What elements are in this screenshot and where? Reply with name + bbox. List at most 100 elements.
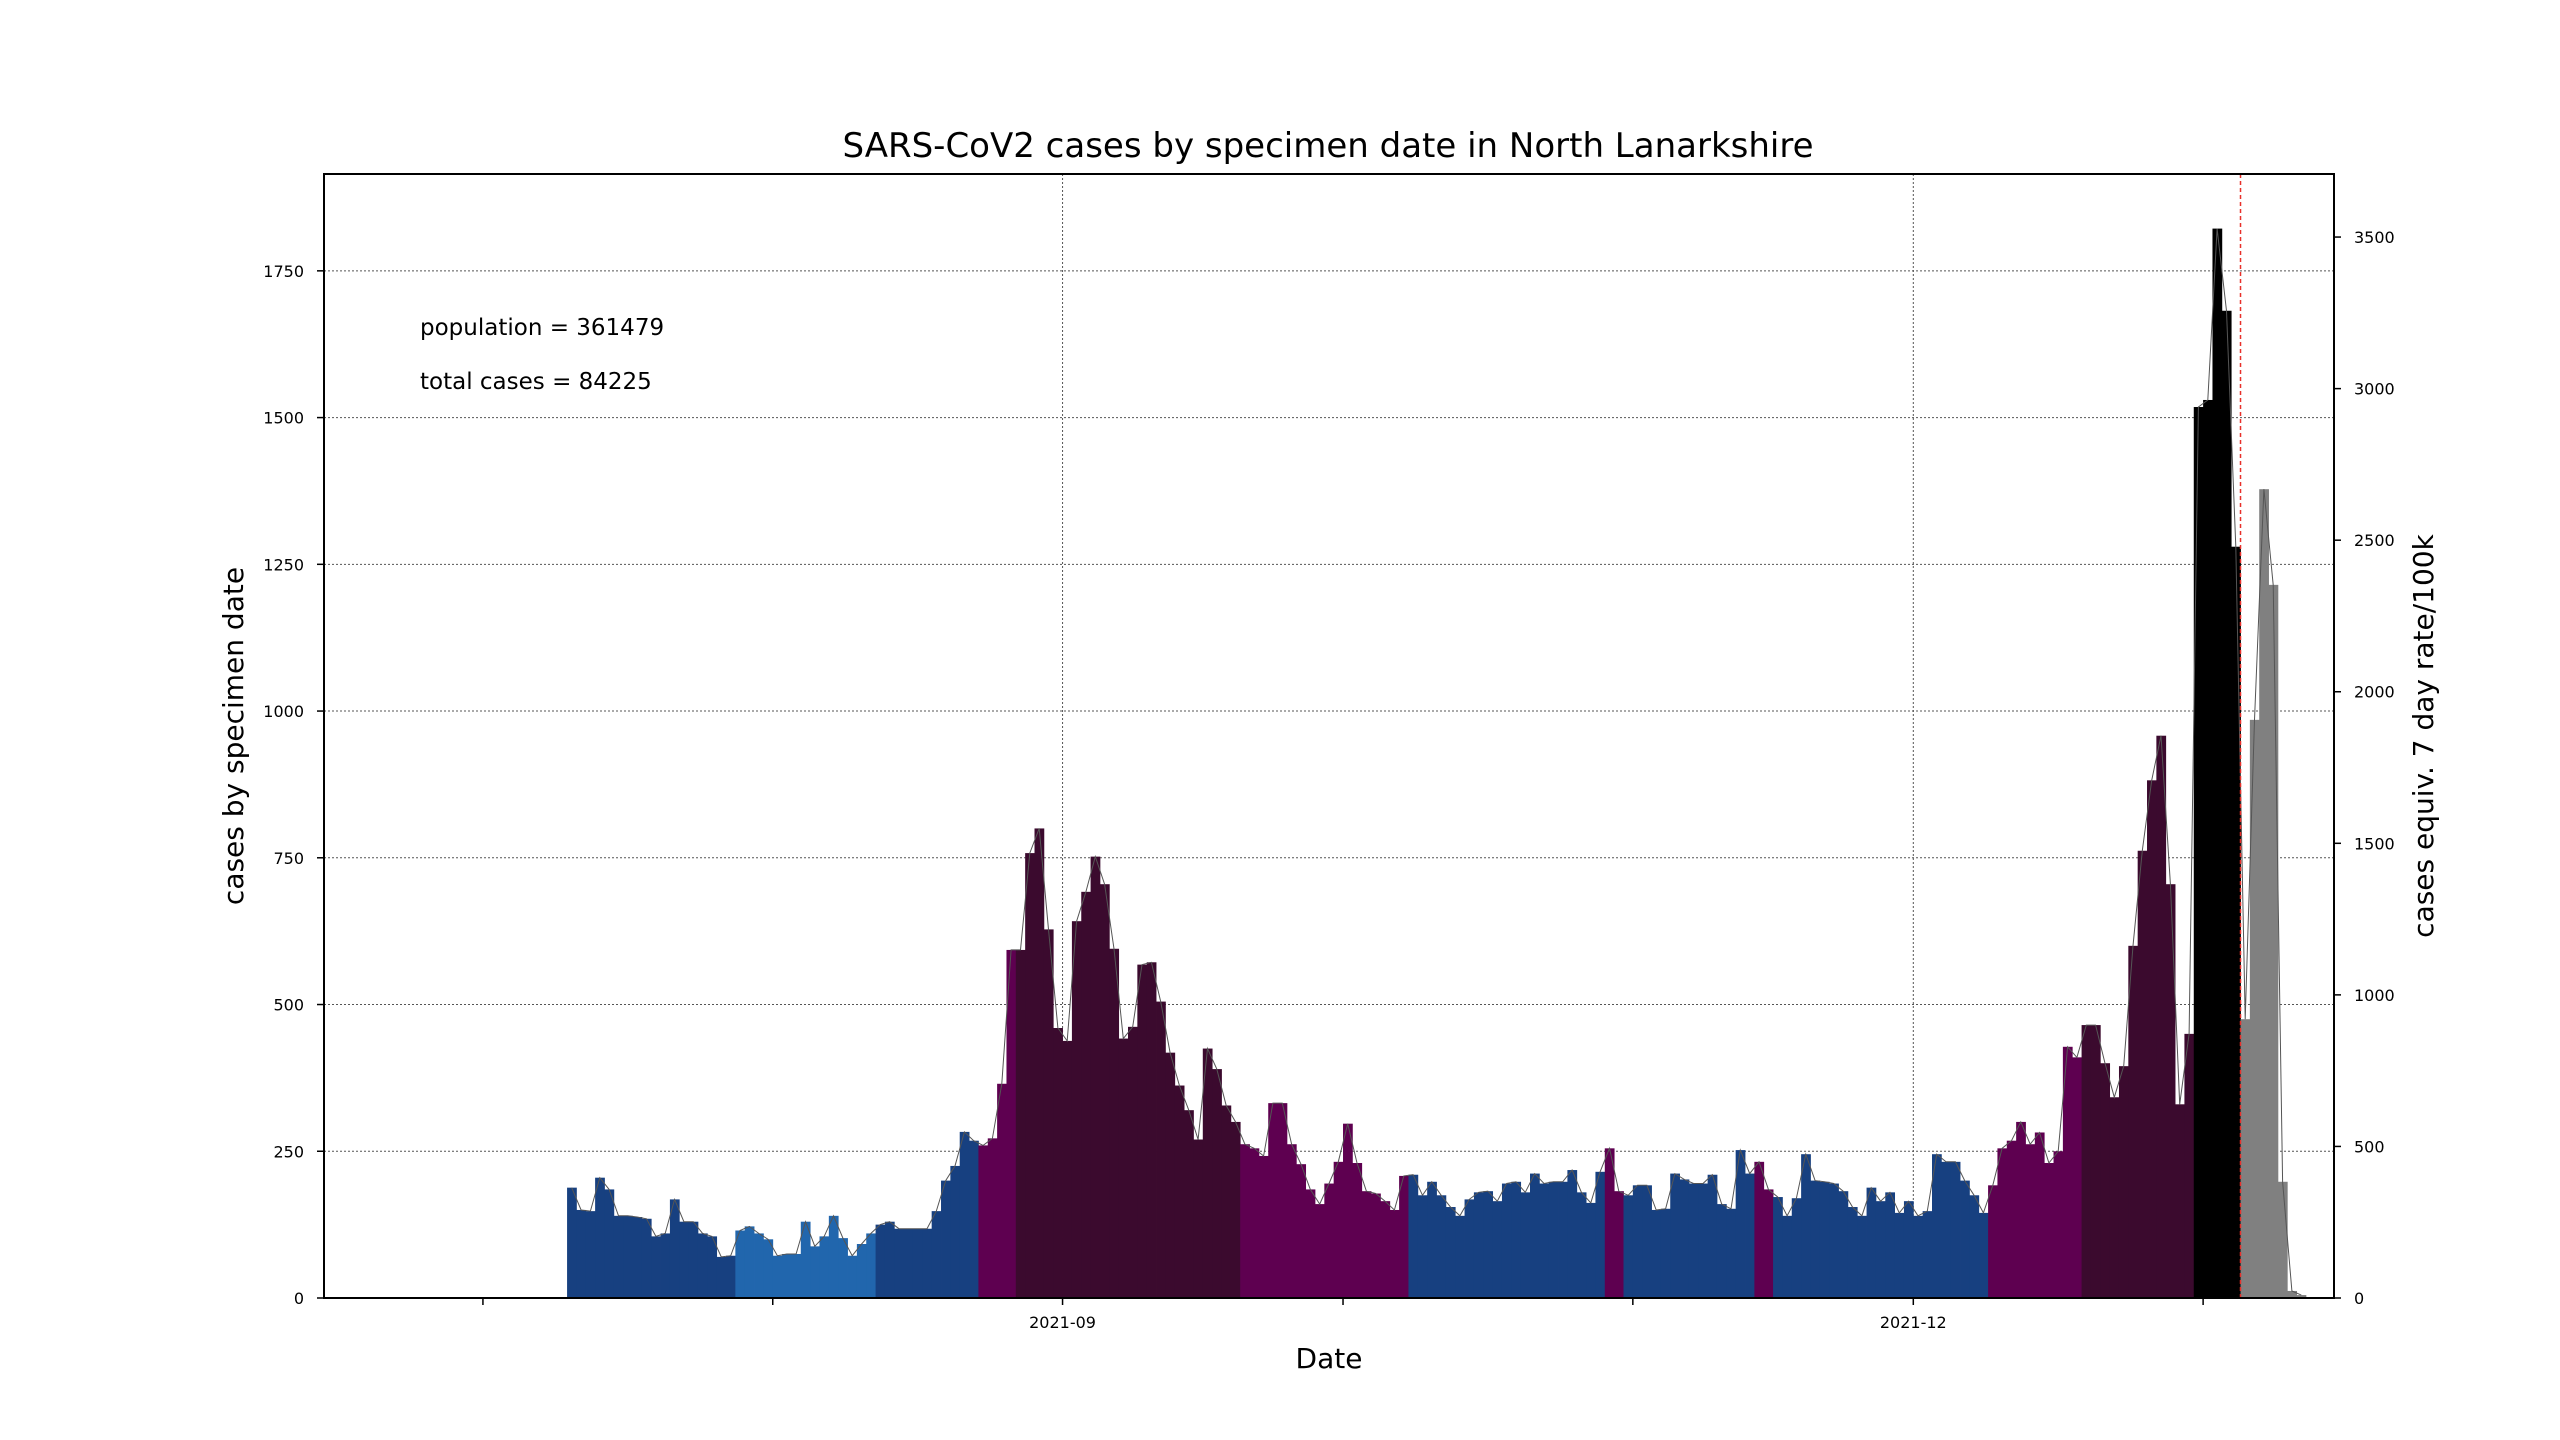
bar <box>1829 1183 1839 1298</box>
bar <box>1763 1189 1774 1298</box>
bar <box>2081 1025 2092 1298</box>
bar <box>884 1221 895 1298</box>
bar <box>1679 1179 1690 1298</box>
bar <box>1632 1185 1643 1298</box>
bar <box>1380 1201 1391 1298</box>
bar <box>1745 1173 1755 1298</box>
bar <box>1352 1163 1363 1298</box>
bar <box>2156 735 2167 1298</box>
bar <box>1623 1195 1634 1298</box>
bar <box>819 1236 830 1298</box>
bar <box>1314 1204 1325 1298</box>
bar <box>1249 1148 1260 1298</box>
bar <box>1445 1207 1456 1298</box>
bar <box>1015 949 1026 1298</box>
bar <box>2016 1121 2026 1298</box>
bar <box>1174 1085 1185 1298</box>
bar <box>1988 1185 1998 1298</box>
bar <box>1305 1189 1316 1298</box>
chart-title: SARS-CoV2 cases by specimen date in Nort… <box>843 126 1814 166</box>
bar <box>1221 1105 1232 1298</box>
x-axis: 2021-09 2021-12 <box>482 1298 2204 1332</box>
bar <box>1688 1183 1699 1298</box>
annotation-total-cases: total cases = 84225 <box>420 369 652 395</box>
bar <box>595 1177 605 1298</box>
bar <box>2193 407 2204 1298</box>
bar <box>1043 929 1054 1298</box>
bar <box>2287 1290 2298 1298</box>
bar <box>754 1233 764 1298</box>
bar <box>2006 1140 2017 1298</box>
bar <box>1773 1197 1783 1298</box>
grid-lines <box>324 174 2334 1298</box>
y2-tick-label: 1000 <box>2354 986 2395 1005</box>
bar <box>2184 1033 2195 1298</box>
bar <box>585 1211 596 1298</box>
bar <box>1202 1048 1213 1298</box>
annotation-population: population = 361479 <box>420 315 664 341</box>
bar <box>1754 1161 1765 1298</box>
bar <box>950 1165 961 1298</box>
bar <box>576 1209 587 1298</box>
bar <box>1193 1139 1204 1298</box>
bar <box>2025 1144 2036 1298</box>
bar <box>716 1256 727 1298</box>
y-tick-label: 1250 <box>263 555 304 574</box>
y2-axis-label: cases equiv. 7 day rate/100k <box>2407 533 2440 937</box>
bar <box>1847 1207 1858 1298</box>
bar <box>1894 1212 1905 1298</box>
bar <box>1156 1001 1166 1298</box>
bar <box>1567 1170 1578 1298</box>
bar <box>1165 1052 1176 1298</box>
bar <box>2231 546 2241 1298</box>
y-axis-label: cases by specimen date <box>217 567 250 905</box>
bar <box>2221 310 2232 1298</box>
bar <box>1969 1195 1980 1298</box>
bar <box>1913 1215 1924 1298</box>
bar <box>2118 1066 2129 1298</box>
bar-series <box>567 228 2307 1299</box>
bar <box>1361 1191 1372 1298</box>
bar <box>978 1145 989 1298</box>
bar <box>1651 1209 1662 1298</box>
bar <box>1212 1069 1222 1298</box>
bar <box>2249 719 2260 1298</box>
bar <box>688 1221 699 1298</box>
x-tick-label: 2021-09 <box>1029 1313 1096 1332</box>
y2-tick-label: 1500 <box>2354 834 2395 853</box>
bar <box>604 1189 615 1298</box>
bar <box>772 1255 783 1298</box>
bar <box>1941 1161 1952 1298</box>
bar <box>1389 1209 1400 1298</box>
bar <box>2137 850 2148 1298</box>
bar <box>2212 228 2223 1299</box>
bar <box>866 1233 876 1298</box>
bar <box>1735 1150 1746 1298</box>
y2-tick-label: 2000 <box>2354 683 2395 702</box>
bar <box>1034 828 1045 1298</box>
bar <box>1903 1201 1914 1298</box>
bar <box>1333 1161 1344 1298</box>
bar <box>1184 1110 1194 1298</box>
y-tick-label: 750 <box>273 849 304 868</box>
bar <box>660 1233 671 1298</box>
bar <box>1071 921 1082 1298</box>
bar <box>1604 1148 1615 1298</box>
bar <box>1455 1215 1465 1298</box>
bar <box>1726 1208 1737 1298</box>
y2-tick-label: 0 <box>2354 1289 2364 1308</box>
bar <box>1277 1103 1288 1298</box>
bar <box>2147 780 2157 1298</box>
bar <box>1530 1173 1540 1298</box>
bar <box>2109 1097 2120 1298</box>
bar <box>959 1131 970 1298</box>
y-tick-label: 1750 <box>263 262 304 281</box>
plot-frame <box>323 173 2335 1299</box>
bar <box>1137 964 1148 1298</box>
bar <box>969 1140 979 1298</box>
bar <box>1642 1185 1652 1298</box>
bar <box>2296 1295 2307 1298</box>
y2-tick-label: 2500 <box>2354 531 2395 550</box>
y-tick-label: 500 <box>273 996 304 1015</box>
bar <box>1258 1155 1269 1298</box>
